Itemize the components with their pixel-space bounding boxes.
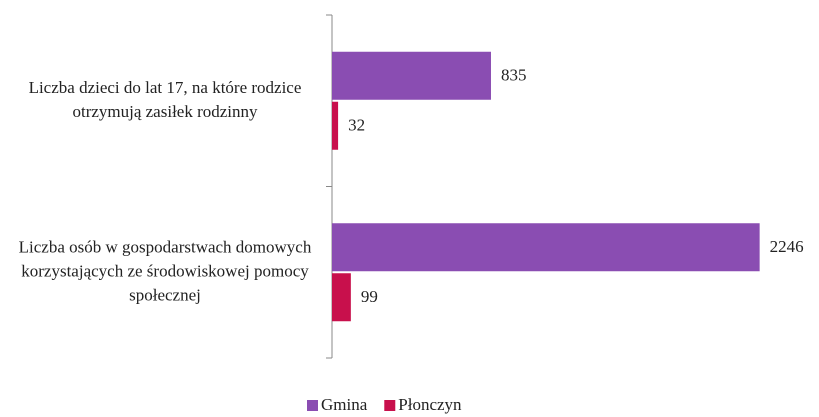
bar <box>332 101 339 150</box>
category-line: otrzymują zasiłek rodzinny <box>72 102 258 121</box>
category-line: korzystających ze środowiskowej pomocy <box>21 261 309 280</box>
bar <box>332 223 760 272</box>
legend-label: Płonczyn <box>398 395 462 414</box>
category-line: społecznej <box>129 285 201 304</box>
legend-label: Gmina <box>321 395 368 414</box>
category-line: Liczba dzieci do lat 17, na które rodzic… <box>29 78 302 97</box>
category-line: Liczba osób w gospodarstwach domowych <box>19 237 312 256</box>
value-label: 835 <box>501 66 527 85</box>
value-label: 32 <box>348 116 365 135</box>
value-label: 2246 <box>770 237 804 256</box>
legend-swatch <box>307 400 318 411</box>
legend-swatch <box>384 400 396 411</box>
category-label: Liczba osób w gospodarstwach domowych kor… <box>19 237 312 304</box>
category-label: Liczba dzieci do lat 17, na które rodzic… <box>29 78 302 121</box>
bar <box>332 51 491 100</box>
value-label: 99 <box>361 287 378 306</box>
bar <box>332 273 351 322</box>
